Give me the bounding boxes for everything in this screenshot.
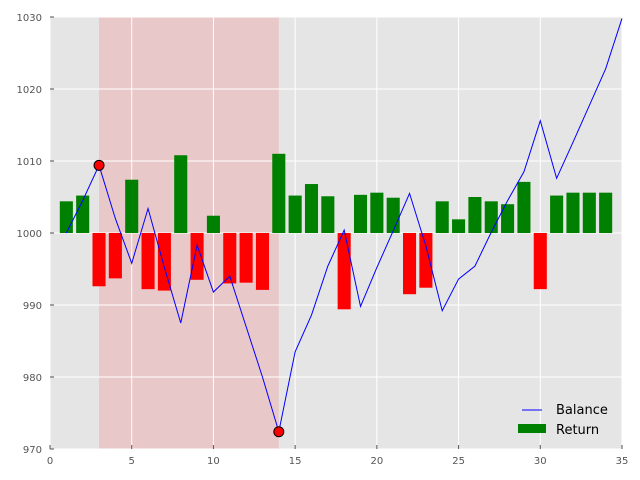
- x-tick-label: 15: [289, 456, 302, 467]
- drawdown-marker: [273, 426, 285, 438]
- y-tick-label: 1030: [17, 13, 42, 24]
- return-bar: [190, 233, 204, 280]
- x-tick-label: 5: [129, 456, 135, 467]
- return-bar: [59, 201, 73, 233]
- return-bar: [550, 195, 564, 233]
- return-bar: [533, 233, 547, 290]
- x-tick-label: 35: [616, 456, 629, 467]
- y-tick-label: 1020: [17, 85, 42, 96]
- x-tick-label: 0: [47, 456, 53, 467]
- return-bar: [566, 192, 580, 233]
- return-bar: [419, 233, 433, 288]
- y-tick-label: 970: [23, 445, 42, 456]
- return-bar: [484, 201, 498, 233]
- return-bar: [452, 219, 466, 233]
- y-tick-label: 1000: [17, 229, 42, 240]
- legend-return-swatch: [518, 424, 546, 433]
- return-bar: [321, 196, 335, 233]
- return-bar: [76, 195, 90, 233]
- return-bar: [501, 204, 515, 233]
- return-bar: [125, 179, 139, 233]
- return-bar: [403, 233, 417, 295]
- balance-line-group: [65, 18, 623, 432]
- return-bar: [174, 155, 188, 233]
- return-bar: [353, 194, 368, 233]
- y-tick-label: 1010: [17, 157, 42, 168]
- legend-balance-label: Balance: [556, 403, 608, 418]
- legend-return-label: Return: [556, 423, 599, 438]
- balance-line: [65, 18, 623, 432]
- return-bar: [304, 184, 319, 233]
- return-bar: [582, 192, 596, 233]
- return-bar: [255, 233, 269, 290]
- legend: Balance Return: [518, 403, 608, 438]
- return-bar: [370, 192, 384, 233]
- return-bar: [92, 233, 106, 287]
- return-bar: [288, 195, 302, 233]
- drawdown-markers: [93, 159, 285, 438]
- return-bar: [386, 197, 400, 233]
- return-bar: [223, 233, 237, 284]
- x-tick-label: 30: [534, 456, 547, 467]
- y-tick-label: 990: [23, 301, 42, 312]
- x-tick-label: 25: [452, 456, 465, 467]
- return-bar: [599, 192, 613, 233]
- y-tick-label: 980: [23, 373, 42, 384]
- return-bar: [108, 233, 122, 279]
- return-bar: [157, 233, 171, 291]
- return-bar: [206, 215, 220, 233]
- return-bar: [517, 181, 531, 233]
- return-bar: [337, 233, 351, 310]
- return-bar: [239, 233, 253, 283]
- x-tick-label: 10: [207, 456, 220, 467]
- x-tick-label: 20: [370, 456, 383, 467]
- axis-ticks: 0 5 10 15 20 25 30 35 970 980 990 1000 1010 1020 1030: [17, 13, 629, 467]
- return-bars: [59, 153, 613, 310]
- return-bar: [468, 197, 482, 233]
- return-bar: [272, 153, 286, 233]
- return-bar: [435, 201, 449, 233]
- drawdown-marker: [93, 159, 105, 171]
- return-bar: [141, 233, 155, 290]
